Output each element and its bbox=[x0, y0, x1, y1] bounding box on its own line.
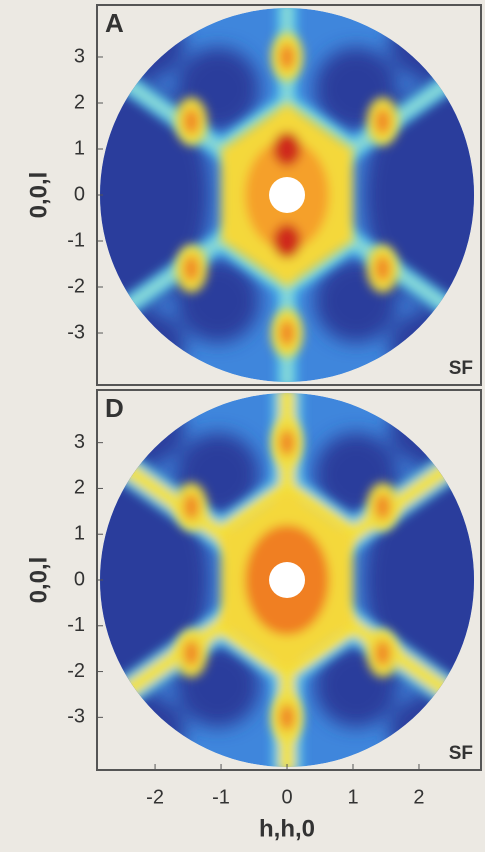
intensity-map bbox=[100, 8, 475, 382]
dark-region bbox=[388, 8, 475, 84]
y-tick-label: -3 bbox=[67, 706, 85, 728]
y-tick-label: 1 bbox=[74, 137, 85, 159]
dark-region bbox=[100, 691, 186, 767]
y-tick-label: 2 bbox=[74, 477, 85, 499]
x-tick-label: 0 bbox=[281, 786, 292, 808]
peak-core bbox=[279, 704, 296, 731]
dark-region bbox=[100, 8, 186, 84]
peak-core bbox=[183, 108, 200, 135]
y-axis-label: 0,0,l bbox=[25, 172, 52, 219]
dark-regions bbox=[100, 393, 475, 767]
dark-region bbox=[100, 393, 186, 469]
peak-core bbox=[279, 43, 296, 70]
panel-label: A bbox=[105, 8, 124, 38]
peaks bbox=[175, 32, 399, 358]
y-tick-label: -3 bbox=[67, 321, 85, 343]
peak-core bbox=[374, 640, 391, 667]
x-tick-label: 1 bbox=[347, 786, 358, 808]
y-tick-label: -2 bbox=[67, 660, 85, 682]
x-axis-label: h,h,0 bbox=[259, 815, 315, 842]
y-tick-label: 0 bbox=[74, 183, 85, 205]
peaks bbox=[175, 418, 399, 742]
dark-region bbox=[100, 470, 211, 690]
panel-label: D bbox=[105, 393, 124, 423]
peak-core bbox=[183, 493, 200, 520]
x-tick-label: -1 bbox=[212, 786, 230, 808]
annotation: SF bbox=[449, 743, 473, 764]
center-hole bbox=[269, 562, 306, 598]
x-tick-label: 2 bbox=[413, 786, 424, 808]
dark-region bbox=[363, 85, 475, 305]
dark-region bbox=[363, 470, 475, 690]
peak-core bbox=[374, 493, 391, 520]
red-spot bbox=[273, 224, 302, 259]
y-tick-label: -1 bbox=[67, 229, 85, 251]
peak-core bbox=[183, 255, 200, 282]
intensity-map bbox=[100, 393, 475, 767]
dark-region bbox=[388, 393, 475, 469]
dark-region bbox=[100, 306, 186, 382]
peak-core bbox=[183, 640, 200, 667]
y-tick-label: 3 bbox=[74, 431, 85, 453]
peak-core bbox=[279, 320, 296, 347]
y-tick-label: -2 bbox=[67, 275, 85, 297]
peak-core bbox=[279, 429, 296, 456]
x-tick-label: -2 bbox=[146, 786, 164, 808]
y-tick-label: 2 bbox=[74, 91, 85, 113]
center-hole bbox=[269, 177, 306, 213]
peak-core bbox=[374, 255, 391, 282]
dark-region bbox=[100, 85, 211, 305]
y-axis-label: 0,0,l bbox=[25, 557, 52, 604]
y-tick-label: 1 bbox=[74, 522, 85, 544]
peak-core bbox=[374, 108, 391, 135]
annotation: SF bbox=[449, 358, 473, 379]
y-tick-label: 3 bbox=[74, 45, 85, 67]
y-tick-label: 0 bbox=[74, 568, 85, 590]
y-tick-label: -1 bbox=[67, 614, 85, 636]
red-spot bbox=[273, 131, 302, 166]
